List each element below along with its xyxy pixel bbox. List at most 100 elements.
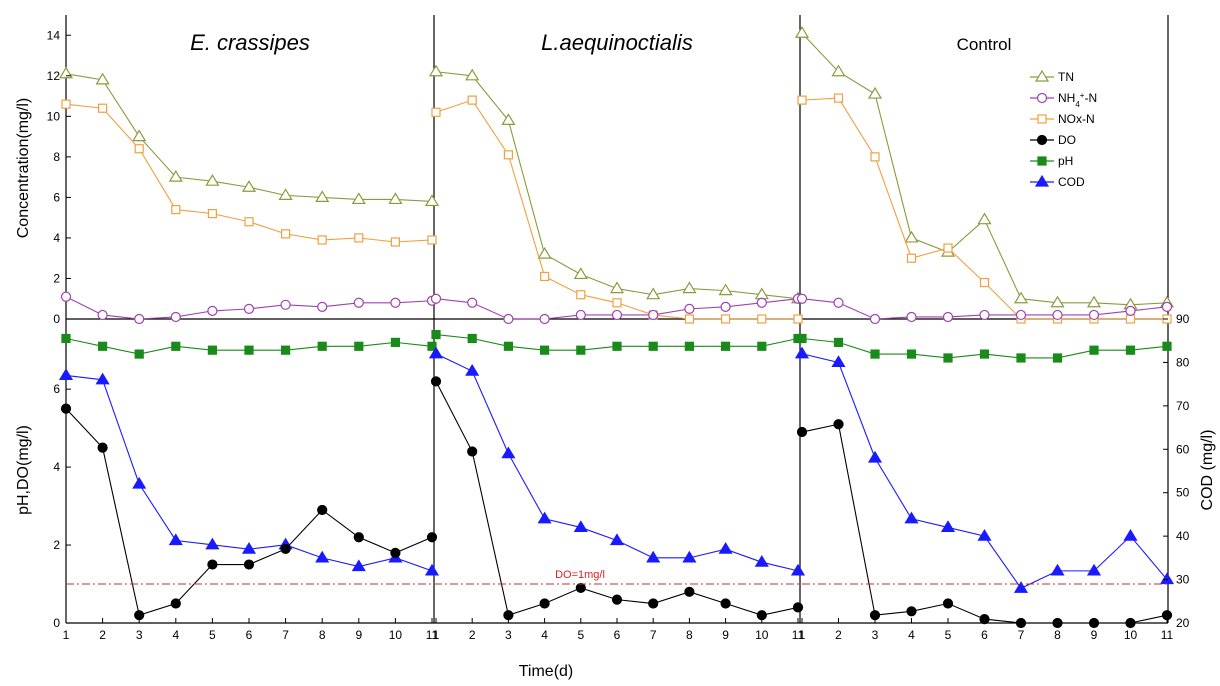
point-nh4 [1161, 301, 1173, 312]
legend-label: DO [1058, 133, 1076, 147]
point-ph [431, 329, 441, 340]
point-ph [1016, 353, 1026, 363]
point-nox [317, 235, 327, 245]
point-cod [790, 563, 806, 576]
point-cod [351, 559, 366, 572]
point-ph [171, 341, 181, 351]
point-cod [609, 533, 625, 546]
x-tick-label: 3 [872, 628, 879, 642]
y-tick-label: 30 [1176, 573, 1190, 587]
point-nh4 [684, 303, 695, 314]
y-tick-label: 80 [1176, 355, 1190, 369]
series-line-cod [65, 374, 433, 572]
series-line-do [801, 423, 1168, 624]
y-tick-label: 50 [1176, 486, 1190, 500]
point-nox [576, 290, 586, 300]
point-ph [943, 353, 953, 363]
point-nh4 [60, 291, 72, 302]
point-nox [720, 314, 731, 324]
point-nh4 [611, 309, 623, 321]
point-ph [757, 341, 767, 351]
point-nox [244, 217, 254, 227]
point-cod [1086, 563, 1102, 576]
y-tick-label: 0 [53, 616, 60, 630]
x-tick-label: 11 [1161, 628, 1174, 642]
point-cod [904, 511, 919, 524]
point-ph [906, 349, 917, 359]
point-nh4 [575, 309, 586, 321]
point-nh4 [280, 299, 291, 310]
point-nox [612, 298, 622, 308]
legend-marker [1036, 134, 1048, 146]
y-tick-label: 12 [47, 69, 61, 83]
x-tick-label: 10 [389, 628, 403, 642]
point-cod [537, 511, 552, 524]
legend-marker [1034, 69, 1050, 82]
x-tick-label: 7 [650, 628, 657, 642]
point-nh4 [539, 313, 550, 325]
point-tn [351, 192, 366, 205]
point-ph [354, 341, 364, 351]
y-tick-label: 4 [53, 231, 60, 245]
point-ph [612, 341, 622, 351]
point-nox [427, 235, 437, 245]
point-cod [205, 537, 220, 550]
series-line-tn [435, 71, 799, 300]
point-tn [977, 212, 992, 225]
point-tn [1086, 295, 1102, 308]
y-tick-label: 70 [1176, 399, 1190, 413]
point-ph [979, 349, 990, 359]
point-tn [428, 64, 444, 77]
point-cod [940, 520, 956, 533]
x-tick-label: 5 [945, 628, 952, 642]
x-tick-label: 11 [426, 628, 439, 642]
point-nox [906, 253, 917, 263]
series-line-do [435, 381, 799, 616]
x-tick-label: 9 [355, 628, 362, 642]
legend-label: COD [1058, 175, 1085, 189]
y-tick-label: 40 [1176, 529, 1190, 543]
x-tick-label: 6 [981, 628, 988, 642]
series-line-tn [801, 32, 1168, 306]
x-tick-label: 1 [799, 628, 806, 642]
point-nh4 [869, 313, 881, 325]
x-tick-label: 3 [505, 628, 512, 642]
point-tn [241, 180, 257, 192]
point-nh4 [1125, 305, 1136, 316]
point-do [467, 446, 478, 457]
point-cod [501, 446, 516, 459]
point-cod [754, 555, 769, 567]
point-cod [315, 550, 330, 563]
legend-marker [1036, 92, 1048, 104]
y-axis-label-ph-do: pH,DO(mg/l) [15, 425, 32, 515]
point-ph [1052, 353, 1063, 363]
point-nh4 [1088, 309, 1100, 321]
point-tn [132, 129, 147, 142]
x-tick-label: 7 [1018, 628, 1025, 642]
point-ph [281, 345, 291, 355]
point-nox [354, 233, 364, 243]
x-tick-label: 11 [792, 628, 805, 642]
point-cod [168, 533, 183, 546]
point-cod [794, 346, 810, 359]
x-tick-label: 1 [433, 628, 440, 642]
x-tick-label: 2 [469, 628, 476, 642]
reference-line-label: DO=1mg/l [555, 569, 605, 581]
point-do [611, 594, 623, 605]
point-do [426, 532, 438, 543]
point-cod [682, 550, 697, 563]
x-tick-label: 10 [1124, 628, 1138, 642]
point-ph [833, 337, 844, 347]
point-nox [793, 314, 803, 324]
point-cod [646, 550, 661, 563]
y-tick-label: 90 [1176, 312, 1190, 326]
point-cod [1013, 581, 1029, 593]
point-cod [95, 372, 110, 385]
point-nh4 [1052, 309, 1063, 321]
x-tick-label: 6 [614, 628, 621, 642]
point-nox [797, 95, 807, 105]
point-ph [870, 349, 880, 359]
panel-title: Control [957, 35, 1012, 54]
point-nox [870, 152, 880, 162]
